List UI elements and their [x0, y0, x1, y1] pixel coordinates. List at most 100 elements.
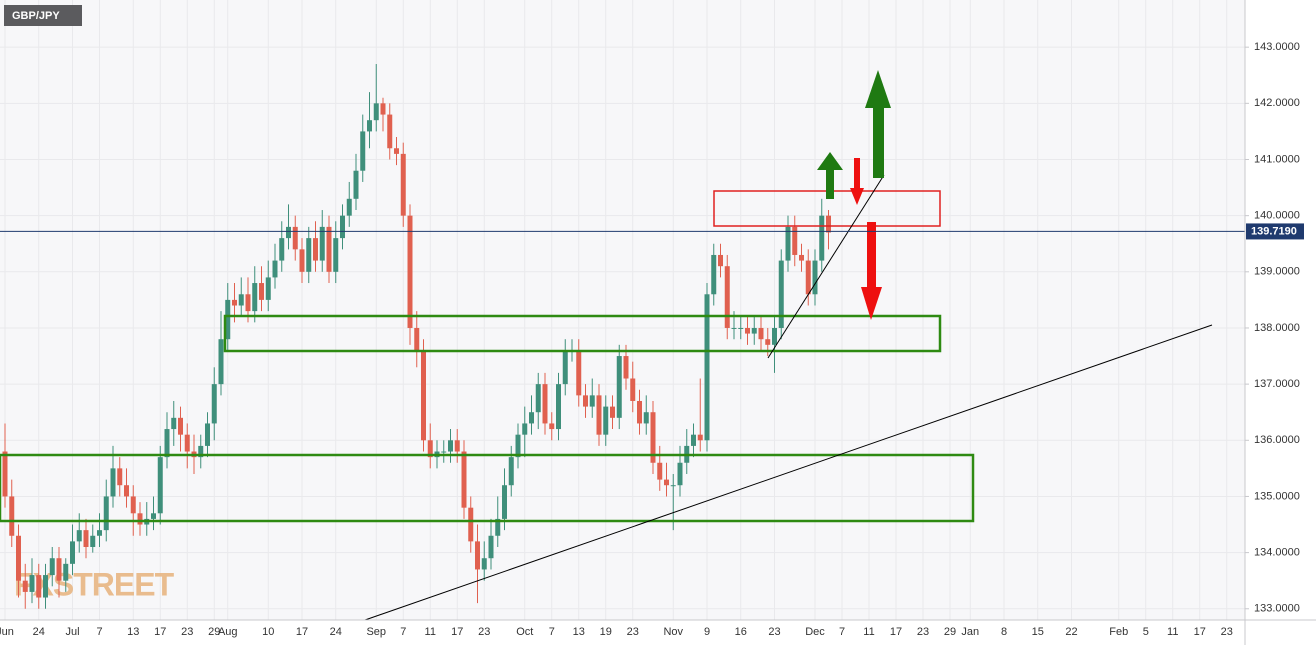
candle-body	[225, 299, 231, 340]
x-tick-label: 7	[96, 626, 102, 638]
candle-body	[97, 530, 102, 536]
x-tick-label: 23	[917, 626, 929, 638]
candle-body	[22, 580, 28, 592]
x-tick-label: 23	[768, 626, 780, 638]
candle-body	[576, 350, 582, 396]
candle-body	[279, 238, 285, 261]
x-tick-label: 23	[181, 626, 193, 638]
y-tick-label: 137.0000	[1254, 378, 1300, 390]
x-tick-label: 7	[549, 626, 555, 638]
candle-body	[110, 468, 116, 497]
candle-body	[711, 254, 717, 295]
candle-body	[468, 507, 474, 542]
candle-body	[515, 434, 521, 458]
y-tick-label: 135.0000	[1254, 490, 1300, 502]
y-tick-label: 141.0000	[1254, 153, 1300, 165]
candle-body	[252, 283, 258, 312]
candle-body	[171, 417, 177, 430]
candle-body	[610, 406, 615, 418]
candle-body	[549, 423, 555, 430]
x-tick-label: Oct	[516, 626, 533, 638]
chart-title: GBP/JPY	[12, 10, 60, 22]
candle-body	[772, 327, 777, 345]
candle-body	[475, 541, 480, 570]
candle-body	[211, 384, 217, 424]
candle-body	[394, 148, 399, 154]
candle-body	[596, 395, 602, 435]
candle-body	[826, 215, 831, 233]
arrow-up	[873, 106, 884, 178]
x-tick-label: 9	[704, 626, 710, 638]
x-tick-label: 29	[944, 626, 956, 638]
candle-body	[630, 378, 636, 401]
candle-body	[137, 513, 143, 525]
x-tick-label: 19	[600, 626, 612, 638]
candle-body	[56, 558, 62, 581]
candle-body	[353, 170, 359, 199]
x-tick-label: Jun	[0, 626, 14, 638]
candle-body	[29, 575, 35, 592]
candle-body	[785, 226, 791, 261]
arrow-down	[854, 158, 860, 190]
candle-body	[164, 429, 170, 458]
candle-body	[387, 114, 393, 149]
candle-body	[616, 356, 622, 418]
annotations	[0, 174, 1213, 621]
axes: 133.0000 134.0000 135.0000 136.0000 137.0000…	[0, 41, 1304, 638]
support-zone	[223, 314, 942, 353]
y-tick-label: 140.0000	[1254, 210, 1300, 222]
candle-body	[502, 485, 507, 519]
candle-body	[151, 513, 156, 519]
x-tick-label: 29	[208, 626, 220, 638]
x-tick-label: 5	[1143, 626, 1149, 638]
candle-body	[373, 103, 379, 121]
candle-body	[535, 384, 541, 413]
candle-body	[306, 238, 312, 272]
candle-body	[70, 541, 75, 564]
x-tick-label: Feb	[1109, 626, 1128, 638]
candle-body	[76, 530, 82, 542]
candle-body	[360, 131, 366, 171]
candle-body	[9, 496, 15, 536]
candle-body	[583, 395, 588, 407]
candle-body	[36, 575, 42, 598]
x-tick-label: Aug	[218, 626, 238, 638]
x-tick-label: Jul	[65, 626, 79, 638]
x-tick-label: 23	[627, 626, 639, 638]
candle-body	[650, 412, 656, 463]
candle-body	[16, 535, 21, 581]
x-tick-label: 17	[296, 626, 308, 638]
x-tick-label: 11	[863, 626, 874, 638]
x-tick-label: Nov	[663, 626, 683, 638]
candle-body	[367, 120, 372, 132]
candle-body	[286, 226, 291, 239]
candle-body	[83, 530, 89, 547]
candle-body	[508, 457, 514, 486]
candle-body	[556, 384, 561, 430]
candle-body	[265, 277, 271, 300]
candle-body	[157, 457, 163, 514]
x-tick-label: Dec	[805, 626, 825, 638]
trend-line	[767, 174, 885, 359]
candle-body	[130, 496, 136, 514]
candle-body	[461, 451, 467, 508]
last-price-box	[1246, 223, 1304, 240]
candle-body	[124, 485, 129, 497]
x-tick-label: 17	[1194, 626, 1206, 638]
x-tick-label: 24	[33, 626, 45, 638]
candle-body	[346, 198, 352, 216]
candle-body	[319, 226, 325, 261]
arrow-down	[850, 188, 864, 205]
trend-line	[364, 324, 1213, 621]
title-box	[4, 5, 82, 26]
arrow-down	[867, 222, 876, 289]
candle-body	[63, 563, 69, 581]
last-price-label: 139.7190	[1251, 225, 1297, 237]
y-tick-label: 138.0000	[1254, 322, 1300, 334]
candle-body	[657, 462, 663, 480]
x-tick-label: 11	[1167, 626, 1178, 638]
candle-body	[623, 356, 629, 379]
candle-body	[718, 254, 723, 267]
support-zone	[0, 453, 975, 523]
candle-body	[751, 327, 757, 334]
